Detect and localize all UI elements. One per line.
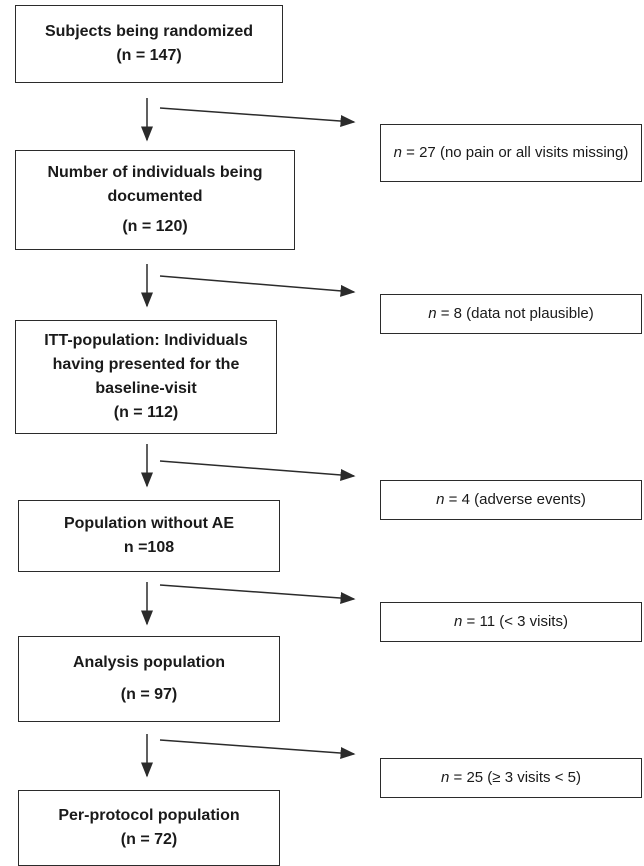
step-count: (n = 97): [120, 686, 178, 703]
step-count: (n = 72): [120, 831, 178, 848]
step-title: Analysis population: [72, 654, 225, 671]
exclusion-text: = 11 (< 3 visits): [462, 613, 568, 630]
n-label: n: [436, 491, 445, 508]
n-label: n: [428, 305, 437, 322]
exclusion-box-4: n = 11 (< 3 visits): [380, 602, 642, 642]
step-title: Number of individuals being documented: [47, 164, 263, 205]
step-count: (n = 112): [113, 404, 179, 421]
step-title: Per-protocol population: [58, 807, 240, 824]
exclusion-text: = 25 (≥ 3 visits < 5): [449, 769, 581, 786]
exclusion-box-1: n = 27 (no pain or all visits missing): [380, 124, 642, 182]
step-box-without-ae: Population without AE n =108: [18, 500, 280, 572]
step-count: (n = 120): [122, 218, 188, 235]
exclusion-text: = 4 (adverse events): [444, 491, 586, 508]
exclusion-text: = 8 (data not plausible): [436, 305, 594, 322]
step-title: ITT-population: Individuals having prese…: [44, 332, 248, 397]
step-count: (n = 147): [116, 47, 182, 64]
side-arrow-1: [159, 107, 356, 128]
side-arrow-2: [159, 275, 356, 297]
step-title: Subjects being randomized: [44, 23, 254, 40]
step-box-analysis: Analysis population (n = 97): [18, 636, 280, 722]
exclusion-box-3: n = 4 (adverse events): [380, 480, 642, 520]
side-arrow-5: [159, 739, 356, 760]
step-box-per-protocol: Per-protocol population (n = 72): [18, 790, 280, 866]
step-count: n =108: [123, 539, 175, 556]
n-label: n: [393, 144, 402, 161]
exclusion-text: = 27 (no pain or all visits missing): [402, 144, 629, 161]
side-arrow-4: [159, 584, 356, 605]
exclusion-box-2: n = 8 (data not plausible): [380, 294, 642, 334]
step-box-randomized: Subjects being randomized (n = 147): [15, 5, 283, 83]
side-arrow-3: [159, 460, 356, 481]
exclusion-box-5: n = 25 (≥ 3 visits < 5): [380, 758, 642, 798]
n-label: n: [441, 769, 450, 786]
step-title: Population without AE: [63, 515, 235, 532]
n-label: n: [454, 613, 463, 630]
step-box-itt-population: ITT-population: Individuals having prese…: [15, 320, 277, 434]
step-box-documented: Number of individuals being documented (…: [15, 150, 295, 250]
